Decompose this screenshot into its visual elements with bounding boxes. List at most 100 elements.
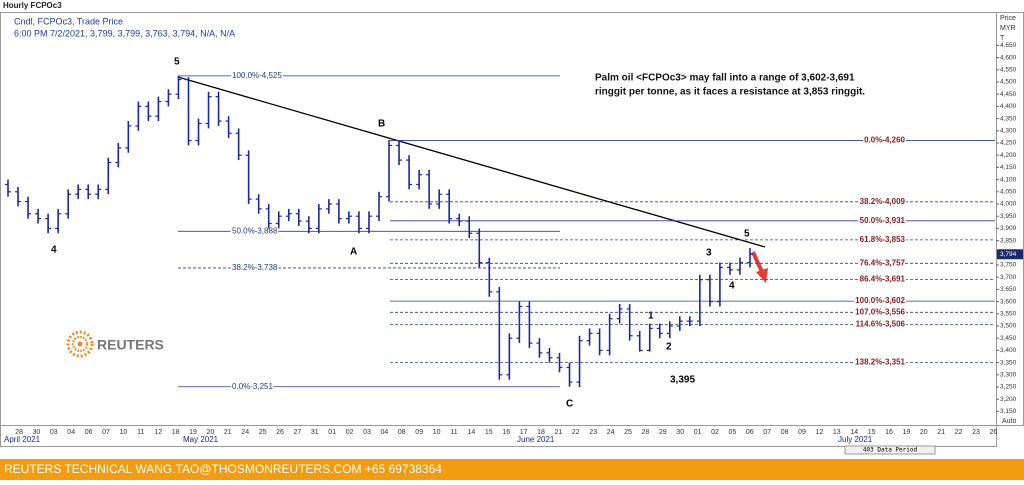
y-tick-label: 3,750 (1000, 262, 1017, 269)
y-tick-label: 4,550 (1000, 67, 1017, 74)
x-tick-label: 01 (694, 429, 702, 436)
x-tick-label: 26 (276, 429, 284, 436)
fib-label: 114.6%-3,506 (856, 320, 906, 329)
axis-footer: Auto (1002, 418, 1017, 425)
x-tick-label: 11 (137, 429, 144, 436)
x-tick-label: 26 (990, 429, 998, 436)
month-label: July 2021 (838, 435, 873, 444)
month-label: April 2021 (4, 435, 41, 444)
y-tick-label: 3,550 (1000, 311, 1017, 318)
fib-label: 38.2%-3,738 (232, 263, 278, 272)
y-tick-label: 3,400 (1000, 347, 1017, 354)
x-tick-label: 15 (868, 429, 876, 436)
x-tick-label: 21 (555, 429, 563, 436)
annotation: Palm oil <FCPOc3> may fall into a range … (595, 73, 855, 84)
wave-label: 3 (706, 248, 712, 259)
x-tick-label: 16 (502, 429, 510, 436)
x-tick-label: 23 (589, 429, 597, 436)
y-tick-label: 4,600 (1000, 54, 1017, 61)
x-tick-label: 06 (85, 429, 93, 436)
y-tick-label: 3,200 (1000, 396, 1017, 403)
x-tick-label: 12 (816, 429, 824, 436)
x-tick-label: 28 (15, 429, 23, 436)
y-tick-label: 3,950 (1000, 213, 1017, 220)
x-tick-label: 10 (433, 429, 441, 436)
fib-label: 107.0%-3,556 (855, 307, 905, 316)
x-tick-label: 02 (711, 429, 719, 436)
y-tick-label: 4,150 (1000, 164, 1017, 171)
data-period: 403 Data Period (863, 447, 918, 454)
x-tick-label: 12 (154, 429, 162, 436)
fib-label: 100.0%-3,602 (855, 296, 905, 305)
y-tick-label: 3,850 (1000, 237, 1017, 244)
data-period-box (844, 445, 936, 455)
x-tick-label: 23 (972, 429, 980, 436)
logo-text: REUTERS (97, 337, 164, 353)
x-tick-label: 09 (415, 429, 423, 436)
x-tick-label: 24 (241, 429, 249, 436)
x-tick-label: 08 (398, 429, 406, 436)
wave-label: 5 (174, 57, 180, 68)
fib-label: 0.0%-3,251 (232, 382, 273, 391)
x-tick-label: 27 (294, 429, 302, 436)
x-tick-label: 17 (520, 429, 528, 436)
fib-label: 38.2%-4,009 (860, 197, 906, 206)
fib-label: 100.0%-4,525 (232, 71, 282, 80)
x-tick-label: 20 (920, 429, 928, 436)
x-tick-label: 30 (676, 429, 684, 436)
y-tick-label: 4,000 (1000, 201, 1017, 208)
x-tick-label: 19 (189, 429, 197, 436)
x-tick-label: 24 (607, 429, 615, 436)
y-tick-label: 3,450 (1000, 335, 1017, 342)
x-tick-label: 18 (172, 429, 180, 436)
x-tick-label: 04 (381, 429, 389, 436)
x-tick-label: 21 (224, 429, 232, 436)
y-tick-label: 3,700 (1000, 274, 1017, 281)
wave-label: 5 (744, 229, 750, 240)
fib-label: 61.8%-3,853 (860, 235, 906, 244)
wave-label: 2 (666, 342, 672, 353)
x-tick-label: 09 (798, 429, 806, 436)
x-tick-label: 22 (572, 429, 580, 436)
x-tick-label: 19 (903, 429, 911, 436)
x-tick-label: 07 (763, 429, 771, 436)
wave-label: B (378, 119, 385, 130)
wave-label: C (566, 399, 573, 410)
x-tick-label: 13 (833, 429, 841, 436)
axis-header: T (1000, 35, 1005, 42)
fib-label: 50.0%-3,931 (860, 216, 906, 225)
y-tick-label: 3,300 (1000, 372, 1017, 379)
y-tick-label: 4,400 (1000, 103, 1017, 110)
x-tick-label: 07 (102, 429, 110, 436)
footer-text: REUTERS TECHNICAL WANG.TAO@THOSMONREUTER… (4, 462, 442, 476)
y-tick-label: 4,500 (1000, 79, 1017, 86)
y-tick-label: 3,350 (1000, 359, 1017, 366)
wave-label: A (350, 247, 357, 258)
y-tick-label: 4,650 (1000, 42, 1017, 49)
y-tick-label: 3,250 (1000, 384, 1017, 391)
last-price-box (997, 249, 1023, 260)
month-label: June 2021 (517, 435, 555, 444)
x-tick-label: 21 (937, 429, 945, 436)
last-price-label: 3,794 (1000, 251, 1017, 258)
x-tick-label: 31 (311, 429, 319, 436)
x-tick-label: 04 (67, 429, 75, 436)
x-tick-label: 14 (468, 429, 476, 436)
y-tick-label: 3,150 (1000, 408, 1017, 415)
y-tick-label: 4,350 (1000, 115, 1017, 122)
x-tick-label: 22 (955, 429, 963, 436)
x-tick-label: 16 (885, 429, 893, 436)
x-tick-label: 14 (850, 429, 858, 436)
x-tick-label: 03 (50, 429, 58, 436)
x-tick-label: 29 (659, 429, 667, 436)
trend-line (177, 76, 766, 248)
footer-bar (0, 459, 1024, 480)
wave-label: 3,395 (670, 375, 695, 386)
ohlc-line: 6:00 PM 7/2/2021, 3,799, 3,799, 3,763, 3… (14, 28, 235, 38)
y-tick-label: 3,900 (1000, 225, 1017, 232)
x-tick-label: 10 (120, 429, 128, 436)
fib-label: 86.4%-3,691 (860, 275, 906, 284)
x-tick-label: 15 (485, 429, 493, 436)
y-tick-label: 3,600 (1000, 298, 1017, 305)
